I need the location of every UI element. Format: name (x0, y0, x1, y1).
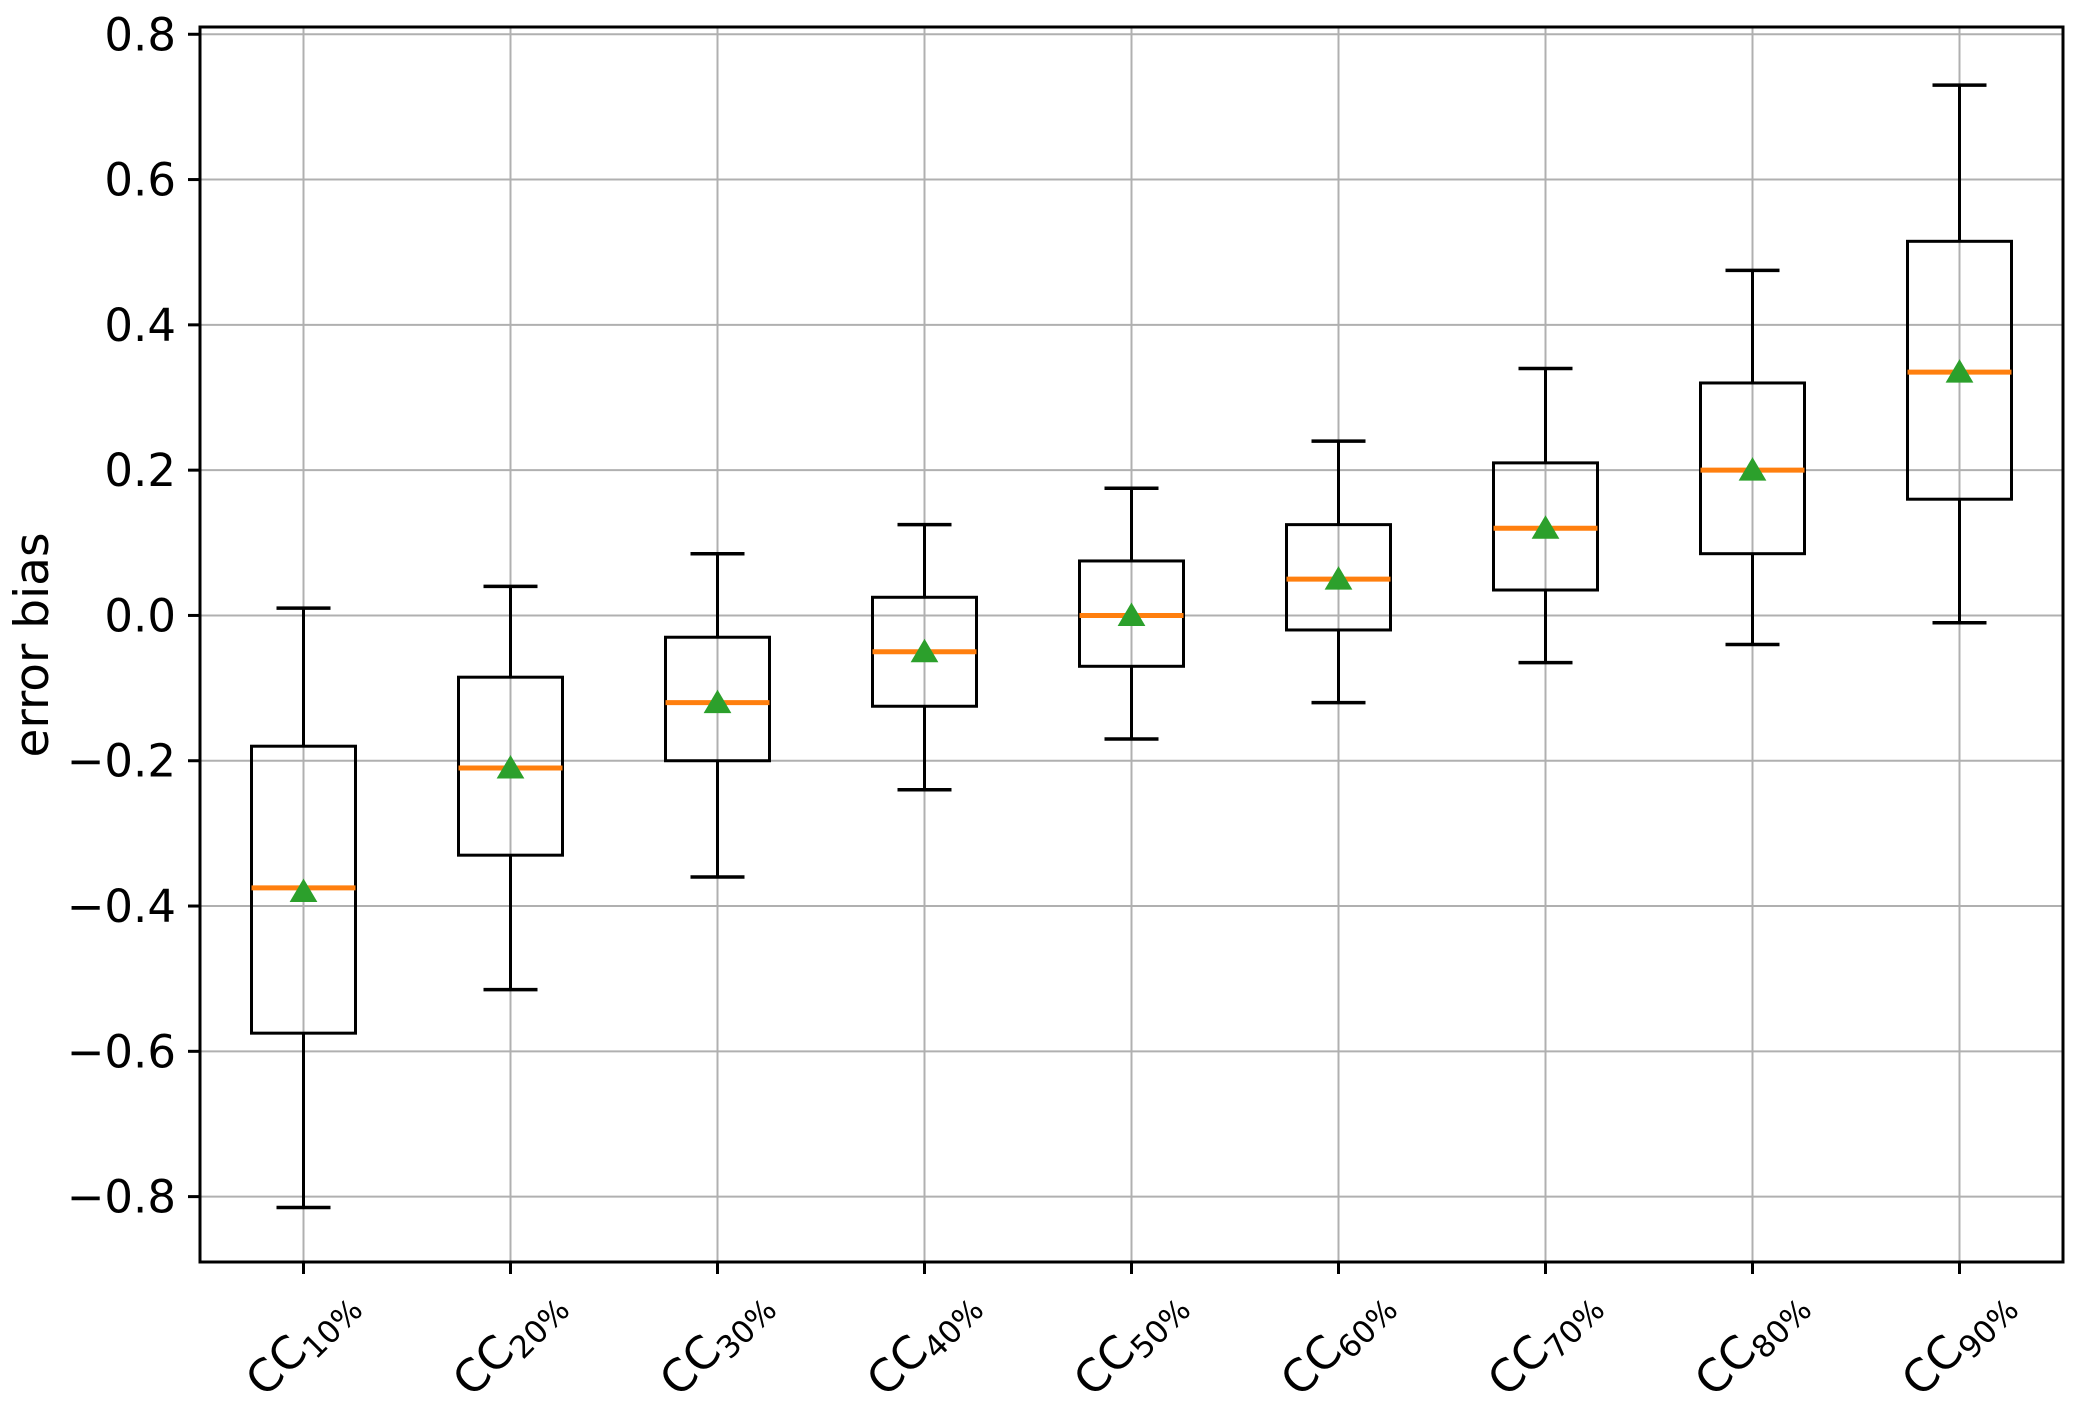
box-group-CC90% (1906, 83, 2013, 625)
y-tick-label: −0.2 (67, 735, 176, 788)
y-tick-label: 0.4 (104, 299, 176, 352)
axis-ticks (188, 32, 1961, 1274)
x-tick-labels: CC10% CC20% CC30% CC40% CC50% CC60% CC70% CC80%… (235, 1276, 2026, 1411)
box-group-CC70% (1492, 366, 1599, 665)
x-tick-label: CC20% (442, 1276, 577, 1411)
x-tick-label: CC30% (649, 1276, 784, 1411)
iqr-box (664, 635, 771, 763)
boxplot-series (250, 83, 2013, 1210)
x-tick-label: CC70% (1477, 1276, 1612, 1411)
x-tick-label: CC10% (235, 1276, 370, 1411)
mean-marker (1531, 515, 1560, 539)
gridlines (200, 27, 2063, 1262)
y-tick-label: 0.8 (104, 8, 176, 61)
mean-marker (703, 689, 732, 714)
mean-marker (289, 878, 318, 902)
x-tick-label: CC40% (856, 1276, 991, 1411)
y-tick-label: 0.0 (104, 589, 176, 642)
y-axis-label: error bias (5, 533, 60, 758)
box-group-CC80% (1699, 268, 1806, 647)
x-tick-label: CC60% (1270, 1276, 1405, 1411)
mean-marker (910, 638, 939, 663)
mean-marker (1945, 359, 1974, 383)
box-group-CC30% (664, 551, 771, 879)
box-group-CC60% (1285, 439, 1392, 705)
box-group-CC40% (871, 522, 978, 792)
y-tick-labels: 0.8 0.6 0.4 0.2 0.0 −0.2 −0.4 −0.6 −0.8 (67, 8, 176, 1223)
y-tick-label: 0.2 (104, 444, 176, 497)
mean-marker (496, 755, 525, 779)
mean-marker (1117, 602, 1146, 626)
mean-marker (1324, 566, 1353, 590)
mean-marker (1738, 457, 1767, 481)
box-group-CC10% (250, 606, 357, 1210)
box-group-CC50% (1078, 486, 1185, 741)
y-tick-label: 0.6 (104, 154, 176, 207)
y-tick-label: −0.6 (67, 1025, 176, 1078)
x-tick-label: CC80% (1684, 1276, 1819, 1411)
y-tick-label: −0.8 (67, 1171, 176, 1224)
x-tick-label: CC90% (1891, 1276, 2026, 1411)
x-tick-label: CC50% (1063, 1276, 1198, 1411)
y-tick-label: −0.4 (67, 880, 176, 933)
box-group-CC20% (457, 584, 564, 992)
